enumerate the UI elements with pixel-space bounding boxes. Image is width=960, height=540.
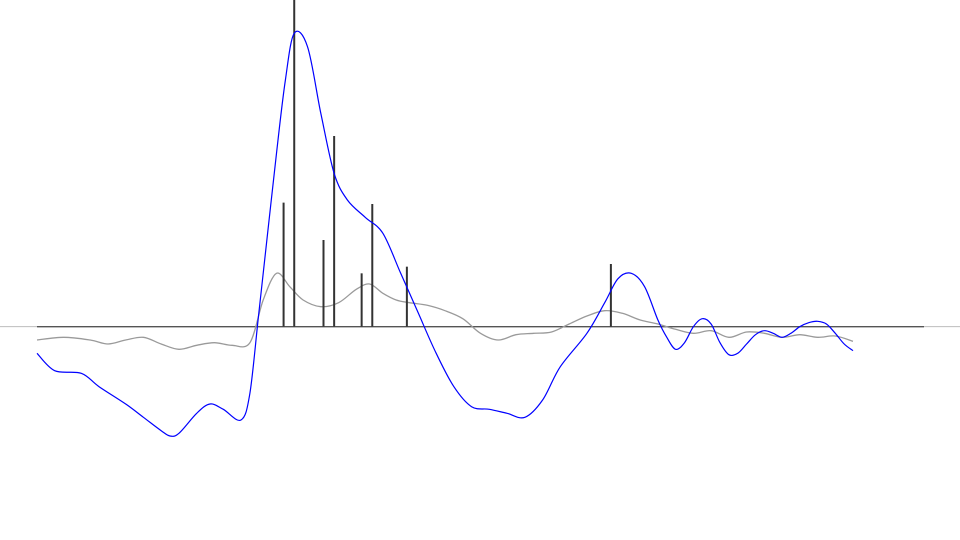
plot-area (0, 0, 960, 437)
series-blue-curve (36, 30, 854, 437)
series-gray-curve (36, 272, 854, 350)
